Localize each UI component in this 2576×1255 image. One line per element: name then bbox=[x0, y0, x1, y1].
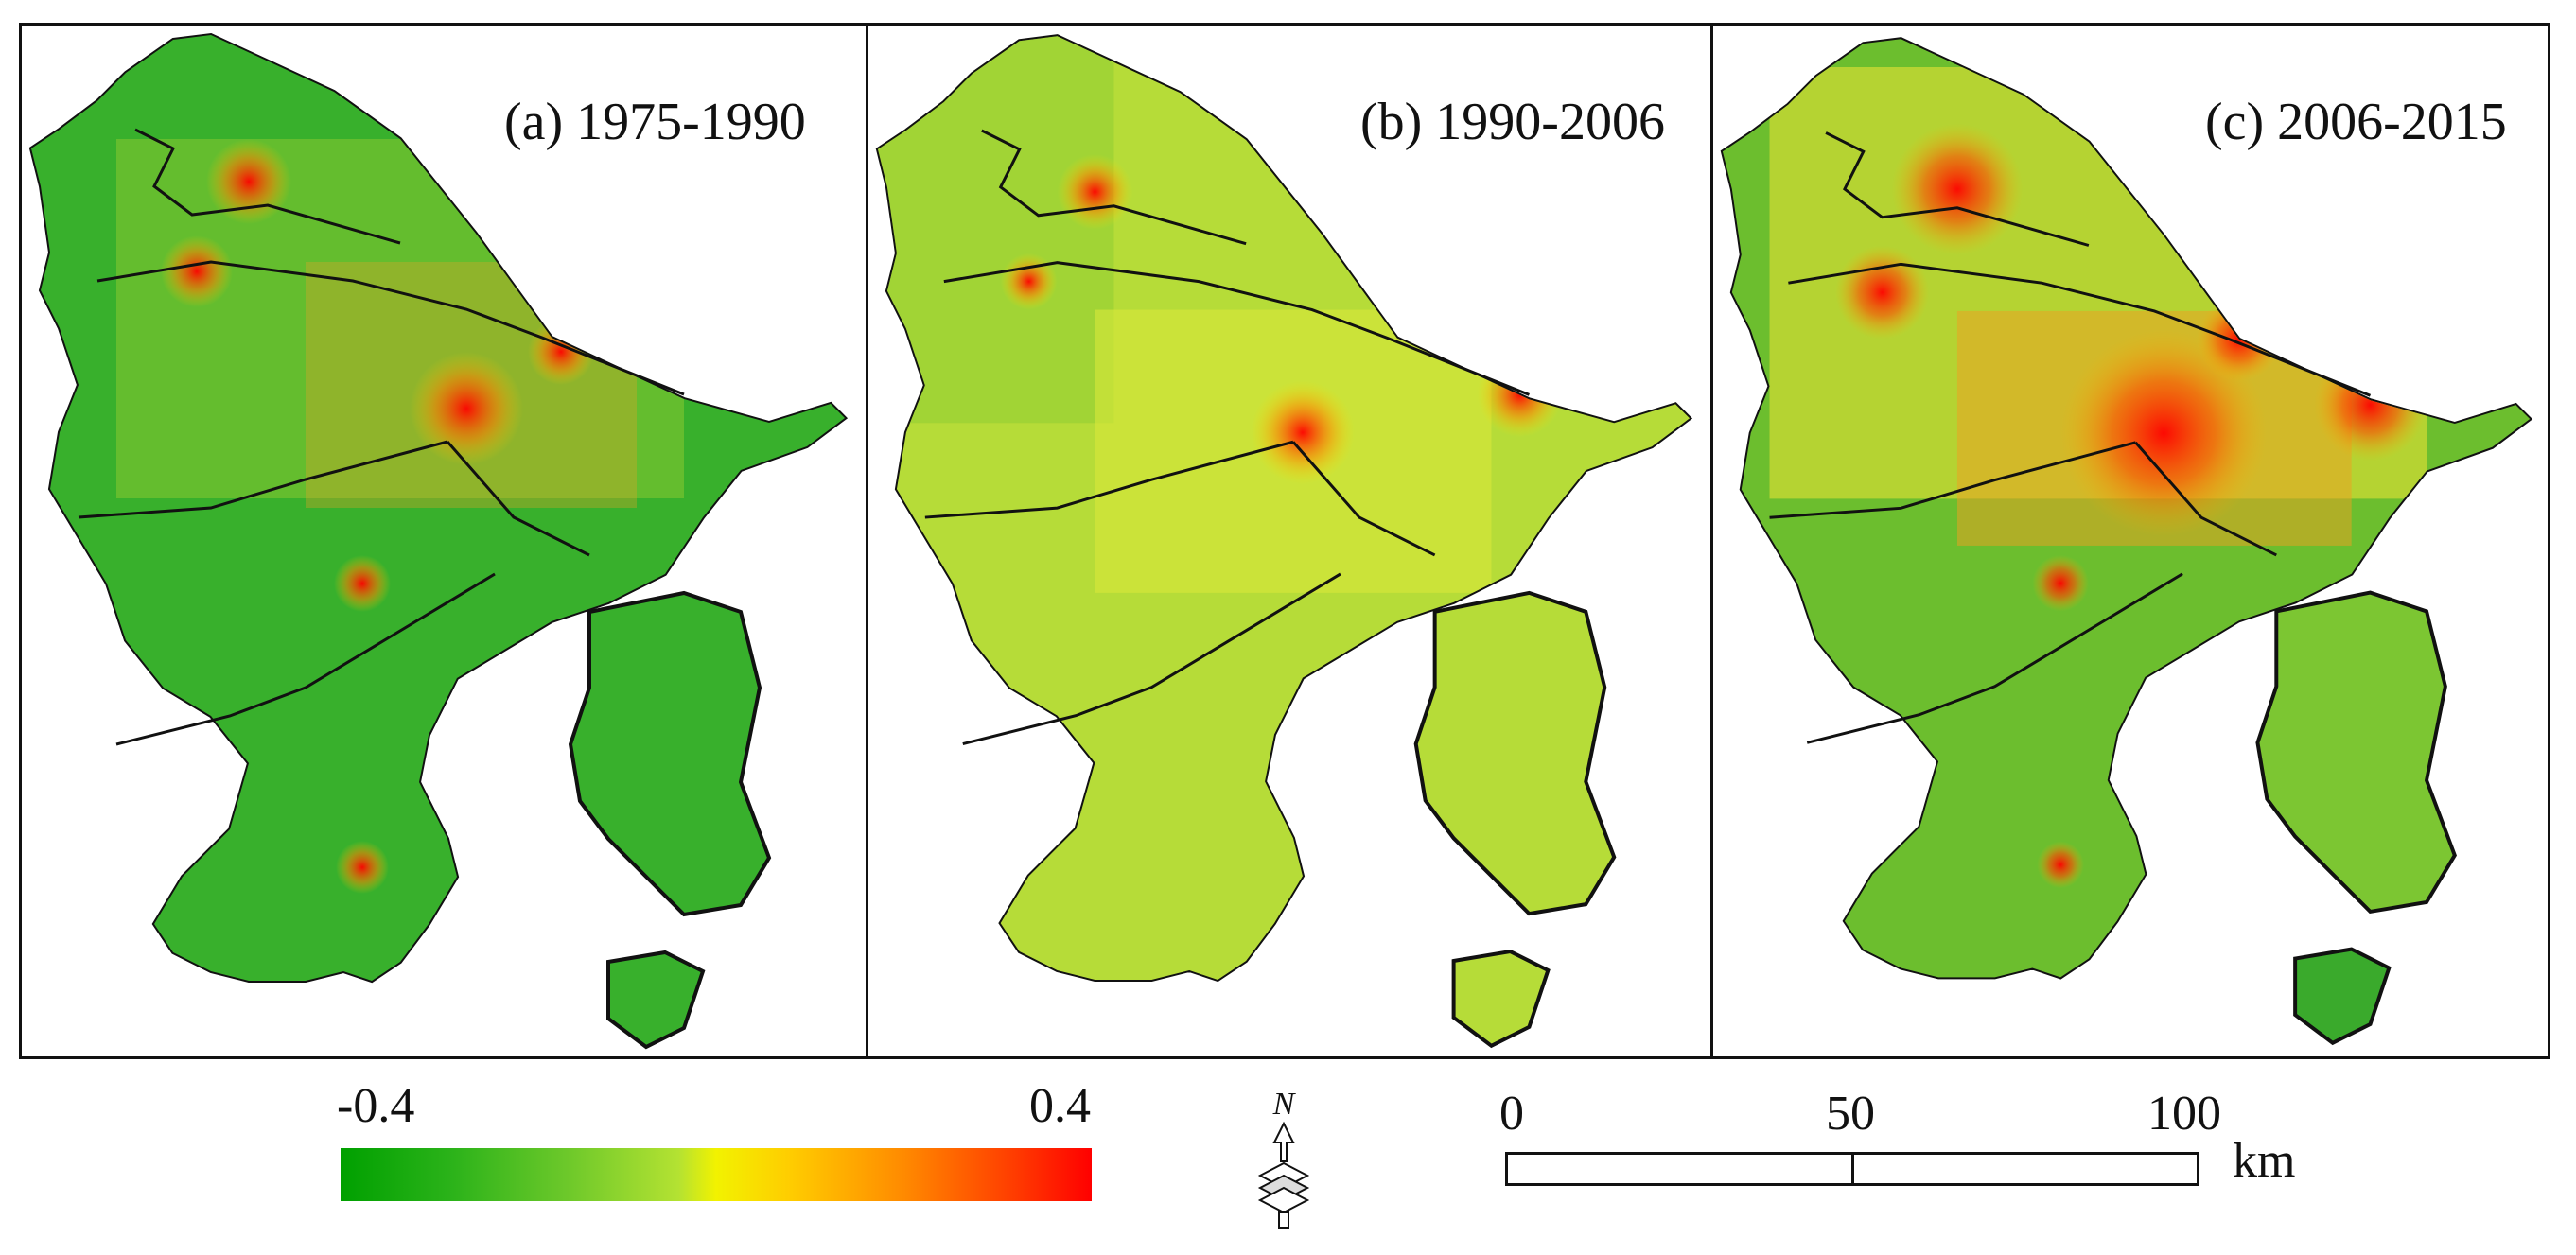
scale-tick-50: 50 bbox=[1826, 1087, 1875, 1141]
island-south bbox=[1451, 949, 1551, 1049]
panel-a-title: (a) 1975-1990 bbox=[504, 93, 806, 151]
scale-bar-divider bbox=[1851, 1152, 1854, 1186]
north-arrow: N bbox=[1251, 1086, 1317, 1242]
scale-unit: km bbox=[2233, 1134, 2296, 1188]
island-south bbox=[606, 950, 706, 1050]
panel-c-title: (c) 2006-2015 bbox=[2205, 93, 2507, 151]
panel-b-title: (b) 1990-2006 bbox=[1360, 93, 1665, 151]
island-east bbox=[1413, 590, 1617, 916]
island-east bbox=[568, 590, 772, 917]
legend-colorbar bbox=[341, 1148, 1092, 1201]
panel-divider-1 bbox=[866, 26, 868, 1056]
map-panel-a: (a) 1975-1990 bbox=[22, 26, 866, 1056]
map-panels-frame: (a) 1975-1990 bbox=[19, 23, 2550, 1059]
district-boundaries-a bbox=[78, 128, 685, 746]
north-arrow-icon: N bbox=[1257, 1087, 1310, 1229]
map-panel-b-svg bbox=[875, 34, 1692, 1049]
map-panel-a-svg bbox=[28, 32, 849, 1050]
map-panel-c-svg bbox=[1720, 37, 2532, 1046]
scale-tick-0: 0 bbox=[1499, 1087, 1524, 1141]
legend-min-label: -0.4 bbox=[337, 1079, 415, 1133]
map-panel-b: (b) 1990-2006 bbox=[868, 26, 1710, 1056]
district-boundaries-b bbox=[924, 129, 1530, 745]
island-east bbox=[2255, 590, 2457, 915]
north-arrow-label: N bbox=[1272, 1087, 1297, 1122]
island-south bbox=[2293, 947, 2392, 1046]
district-boundaries-c bbox=[1769, 131, 2372, 744]
scale-tick-100: 100 bbox=[2147, 1087, 2221, 1141]
legend-max-label: 0.4 bbox=[1029, 1079, 1091, 1133]
map-panel-c: (c) 2006-2015 bbox=[1713, 26, 2550, 1056]
scale-bar bbox=[1505, 1152, 2199, 1186]
panel-divider-2 bbox=[1710, 26, 1713, 1056]
